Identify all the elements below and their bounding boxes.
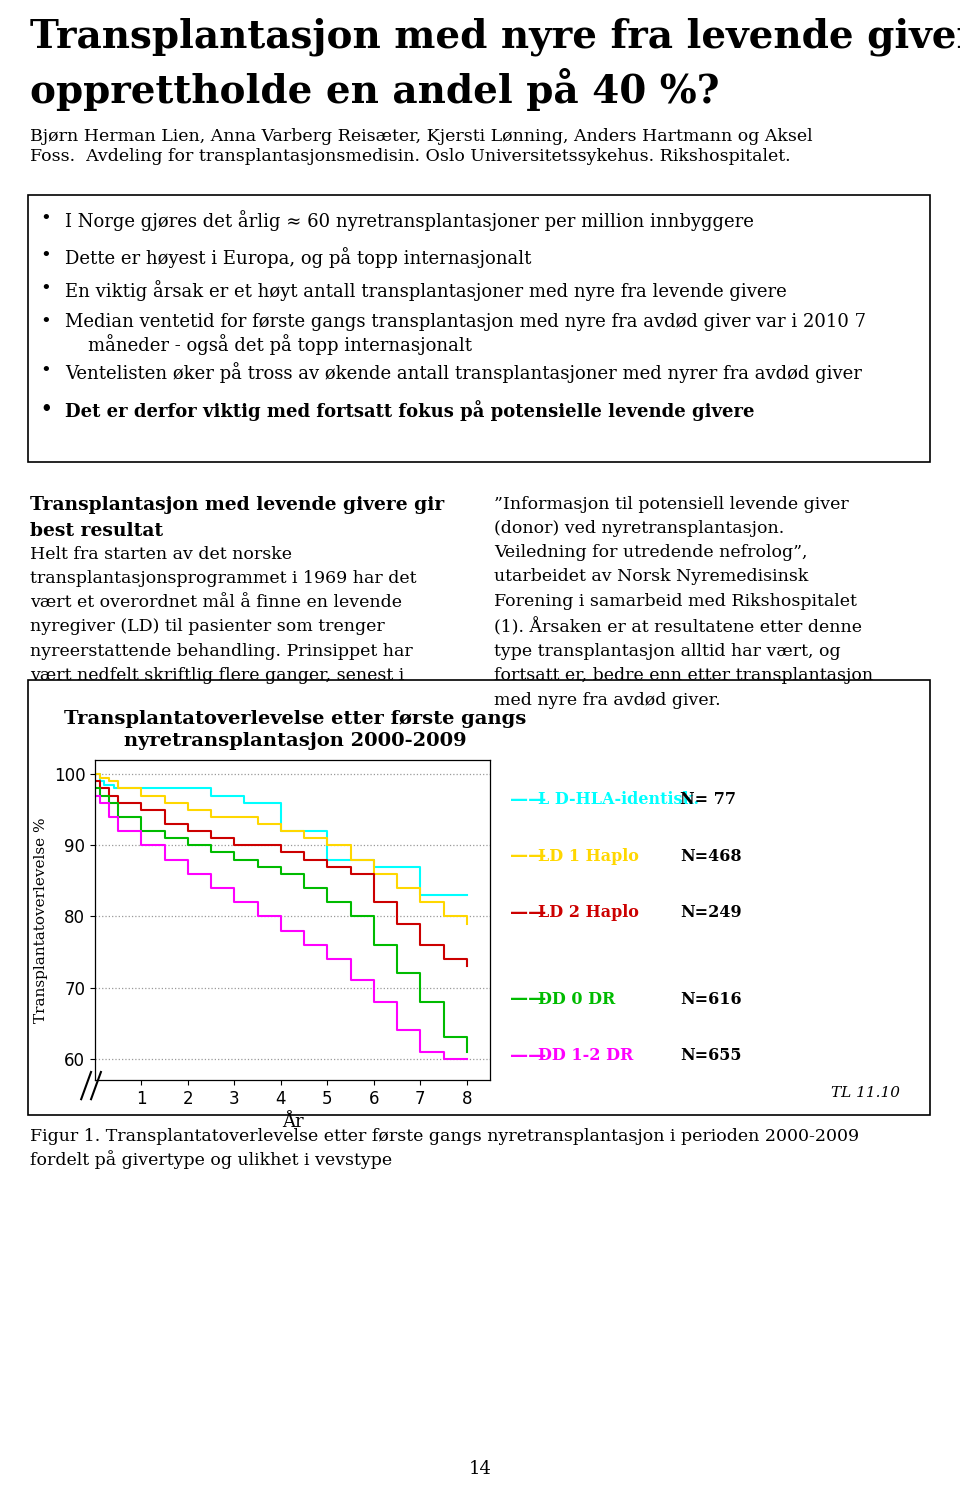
Text: opprettholde en andel på 40 %?: opprettholde en andel på 40 %? <box>30 68 719 111</box>
Text: LD 2 Haplo: LD 2 Haplo <box>538 905 638 921</box>
Text: Transplantasjon med levende givere gir
best resultat: Transplantasjon med levende givere gir b… <box>30 496 444 541</box>
Text: LD 1 Haplo: LD 1 Haplo <box>538 849 638 865</box>
Text: N= 77: N= 77 <box>680 792 736 808</box>
Text: En viktig årsak er et høyt antall transplantasjoner med nyre fra levende givere: En viktig årsak er et høyt antall transp… <box>65 279 787 302</box>
Text: Transplantatoverlevelse etter første gangs: Transplantatoverlevelse etter første gan… <box>64 710 527 728</box>
Text: nyretransplantasjon 2000-2009: nyretransplantasjon 2000-2009 <box>124 733 467 750</box>
Text: N=249: N=249 <box>680 905 742 921</box>
Text: •: • <box>40 314 51 331</box>
Text: N=616: N=616 <box>680 991 742 1008</box>
Text: •: • <box>40 363 51 380</box>
Text: Median ventetid for første gangs transplantasjon med nyre fra avdød giver var i : Median ventetid for første gangs transpl… <box>65 314 866 355</box>
Text: fordelt på givertype og ulikhet i vevstype: fordelt på givertype og ulikhet i vevsty… <box>30 1150 392 1169</box>
Text: DD 1-2 DR: DD 1-2 DR <box>538 1048 634 1064</box>
Y-axis label: Transplantatoverlevelse %: Transplantatoverlevelse % <box>35 817 48 1022</box>
Text: Helt fra starten av det norske
transplantasjonsprogrammet i 1969 har det
vært et: Helt fra starten av det norske transplan… <box>30 545 417 684</box>
Text: Ventelisten øker på tross av økende antall transplantasjoner med nyrer fra avdød: Ventelisten øker på tross av økende anta… <box>65 363 862 383</box>
Text: L D-HLA-identisk.: L D-HLA-identisk. <box>538 792 699 808</box>
Text: 14: 14 <box>468 1461 492 1479</box>
Text: ”Informasjon til potensiell levende giver
(donor) ved nyretransplantasjon.
Veile: ”Informasjon til potensiell levende give… <box>494 496 874 709</box>
Text: DD 0 DR: DD 0 DR <box>538 991 615 1008</box>
Text: Transplantasjon med nyre fra levende giver – kan vi: Transplantasjon med nyre fra levende giv… <box>30 18 960 56</box>
Text: •: • <box>40 279 51 299</box>
Text: •: • <box>40 210 51 227</box>
Text: •: • <box>40 247 51 265</box>
Text: ——: —— <box>510 990 546 1008</box>
Text: Figur 1. Transplantatoverlevelse etter første gangs nyretransplantasjon i period: Figur 1. Transplantatoverlevelse etter f… <box>30 1128 859 1146</box>
Text: Bjørn Herman Lien, Anna Varberg Reisæter, Kjersti Lønning, Anders Hartmann og Ak: Bjørn Herman Lien, Anna Varberg Reisæter… <box>30 128 812 146</box>
Text: N=468: N=468 <box>680 849 742 865</box>
Text: Det er derfor viktig med fortsatt fokus på potensielle levende givere: Det er derfor viktig med fortsatt fokus … <box>65 400 755 421</box>
Text: TL 11.10: TL 11.10 <box>831 1086 900 1100</box>
Text: I Norge gjøres det årlig ≈ 60 nyretransplantasjoner per million innbyggere: I Norge gjøres det årlig ≈ 60 nyretransp… <box>65 210 754 230</box>
Text: Dette er høyest i Europa, og på topp internasjonalt: Dette er høyest i Europa, og på topp int… <box>65 247 532 267</box>
Text: N=655: N=655 <box>680 1048 741 1064</box>
Text: ——: —— <box>510 1046 546 1064</box>
Text: ——: —— <box>510 791 546 808</box>
Text: •: • <box>40 400 52 418</box>
Text: ——: —— <box>510 847 546 865</box>
Text: Foss.  Avdeling for transplantasjonsmedisin. Oslo Universitetssykehus. Rikshospi: Foss. Avdeling for transplantasjonsmedis… <box>30 149 791 165</box>
Text: ——: —— <box>510 903 546 921</box>
X-axis label: År: År <box>281 1113 303 1131</box>
